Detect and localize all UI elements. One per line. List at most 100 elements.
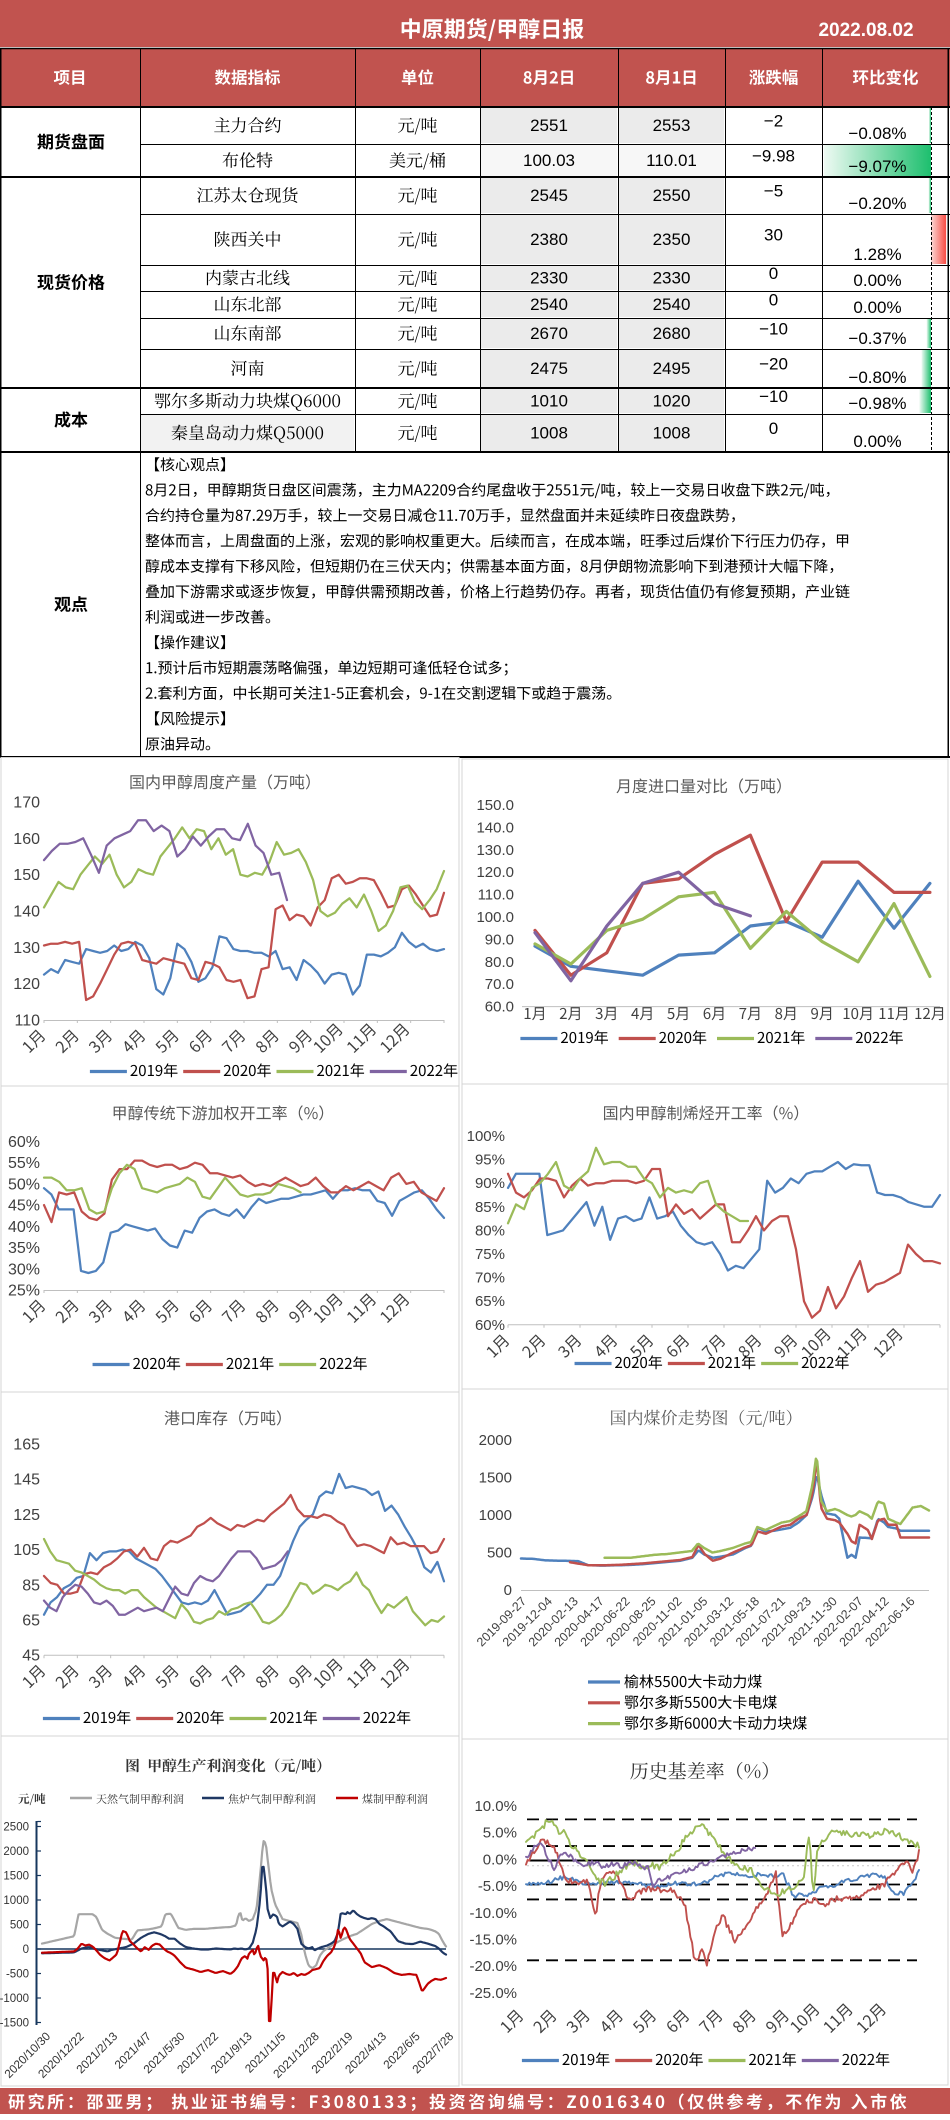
- svg-text:2500: 2500: [3, 1822, 29, 1834]
- svg-text:130: 130: [13, 940, 40, 957]
- svg-text:2680: 2680: [653, 324, 691, 343]
- svg-text:-500: -500: [6, 1969, 29, 1981]
- svg-text:125: 125: [13, 1507, 40, 1524]
- svg-text:170: 170: [13, 795, 40, 812]
- svg-text:165: 165: [13, 1437, 40, 1454]
- svg-text:-10.0%: -10.0%: [469, 1905, 517, 1922]
- svg-text:70.0: 70.0: [485, 976, 514, 993]
- svg-text:80.0: 80.0: [485, 954, 514, 971]
- svg-text:−2: −2: [764, 112, 783, 131]
- svg-text:85%: 85%: [475, 1199, 505, 1216]
- svg-text:1500: 1500: [479, 1470, 512, 1487]
- svg-text:0: 0: [769, 264, 778, 283]
- svg-text:55%: 55%: [8, 1155, 40, 1172]
- svg-text:35%: 35%: [8, 1240, 40, 1257]
- svg-text:1000: 1000: [3, 1895, 29, 1907]
- svg-text:0: 0: [769, 419, 778, 438]
- svg-text:110: 110: [14, 1012, 40, 1029]
- svg-text:105: 105: [13, 1542, 40, 1559]
- svg-text:75%: 75%: [475, 1246, 505, 1263]
- svg-text:0.00%: 0.00%: [853, 432, 901, 451]
- svg-text:2551: 2551: [530, 116, 568, 135]
- svg-text:−0.98%: −0.98%: [848, 394, 906, 413]
- svg-text:2550: 2550: [653, 186, 691, 205]
- svg-text:85: 85: [22, 1577, 40, 1594]
- svg-text:65%: 65%: [475, 1293, 505, 1310]
- svg-text:-15.0%: -15.0%: [469, 1932, 517, 1949]
- svg-text:45: 45: [22, 1648, 40, 1665]
- svg-text:30: 30: [764, 226, 783, 245]
- svg-text:100.0: 100.0: [476, 909, 514, 926]
- svg-text:−9.07%: −9.07%: [848, 157, 906, 176]
- svg-text:95%: 95%: [475, 1152, 505, 1169]
- svg-text:2330: 2330: [530, 269, 568, 288]
- svg-text:500: 500: [10, 1920, 29, 1932]
- svg-text:25%: 25%: [8, 1283, 40, 1300]
- svg-text:60%: 60%: [8, 1134, 40, 1151]
- svg-text:−10: −10: [759, 320, 788, 339]
- svg-text:2022.08.02: 2022.08.02: [818, 20, 913, 41]
- svg-text:2553: 2553: [653, 116, 691, 135]
- svg-text:160: 160: [13, 831, 40, 848]
- svg-text:120: 120: [13, 976, 40, 993]
- svg-text:2540: 2540: [653, 295, 691, 314]
- svg-text:90.0: 90.0: [485, 931, 514, 948]
- svg-text:1008: 1008: [530, 424, 568, 443]
- svg-text:2330: 2330: [653, 269, 691, 288]
- svg-text:0.00%: 0.00%: [853, 298, 901, 317]
- svg-text:2380: 2380: [530, 230, 568, 249]
- svg-text:0: 0: [504, 1582, 512, 1599]
- svg-text:2475: 2475: [530, 359, 568, 378]
- svg-text:2545: 2545: [530, 186, 568, 205]
- svg-text:40%: 40%: [8, 1219, 40, 1236]
- svg-text:−0.20%: −0.20%: [848, 194, 906, 213]
- svg-text:-1500: -1500: [0, 2018, 29, 2030]
- svg-text:−0.80%: −0.80%: [848, 368, 906, 387]
- svg-text:1000: 1000: [479, 1507, 512, 1524]
- svg-text:2000: 2000: [3, 1846, 29, 1858]
- svg-text:65: 65: [22, 1613, 40, 1630]
- svg-text:140: 140: [13, 903, 40, 920]
- svg-text:1.28%: 1.28%: [853, 245, 901, 264]
- svg-text:2495: 2495: [653, 359, 691, 378]
- svg-text:0: 0: [23, 1944, 29, 1956]
- svg-text:2540: 2540: [530, 295, 568, 314]
- svg-text:100.03: 100.03: [523, 151, 575, 170]
- svg-text:1010: 1010: [530, 392, 568, 411]
- svg-text:10.0%: 10.0%: [474, 1798, 517, 1815]
- svg-text:90%: 90%: [475, 1175, 505, 1192]
- svg-text:150.0: 150.0: [476, 797, 514, 814]
- svg-text:110.0: 110.0: [478, 887, 514, 904]
- svg-text:110.01: 110.01: [646, 151, 697, 170]
- svg-text:0.0%: 0.0%: [483, 1851, 517, 1868]
- svg-text:120.0: 120.0: [476, 864, 514, 881]
- svg-text:1500: 1500: [3, 1871, 29, 1883]
- svg-text:50%: 50%: [8, 1176, 40, 1193]
- svg-text:60.0: 60.0: [485, 999, 514, 1016]
- svg-text:500: 500: [487, 1545, 512, 1562]
- svg-text:45%: 45%: [8, 1198, 40, 1215]
- svg-text:−9.98: −9.98: [752, 147, 795, 166]
- svg-text:−0.37%: −0.37%: [848, 329, 906, 348]
- svg-text:60%: 60%: [475, 1317, 505, 1334]
- svg-text:70%: 70%: [475, 1270, 505, 1287]
- svg-text:2350: 2350: [653, 230, 691, 249]
- svg-text:-25.0%: -25.0%: [469, 1985, 517, 2002]
- svg-text:140.0: 140.0: [476, 819, 514, 836]
- svg-text:150: 150: [13, 867, 40, 884]
- svg-text:-1000: -1000: [0, 1993, 29, 2005]
- svg-text:2670: 2670: [530, 324, 568, 343]
- svg-text:80%: 80%: [475, 1222, 505, 1239]
- svg-text:145: 145: [13, 1472, 40, 1489]
- svg-text:0: 0: [769, 291, 778, 310]
- svg-text:1020: 1020: [653, 392, 691, 411]
- svg-text:-20.0%: -20.0%: [469, 1958, 517, 1975]
- svg-text:0.00%: 0.00%: [853, 271, 901, 290]
- svg-text:-5.0%: -5.0%: [478, 1878, 517, 1895]
- svg-text:−20: −20: [759, 355, 788, 374]
- svg-text:5.0%: 5.0%: [483, 1825, 517, 1842]
- svg-text:−10: −10: [759, 387, 788, 406]
- svg-text:1008: 1008: [653, 424, 691, 443]
- svg-text:100%: 100%: [467, 1128, 505, 1145]
- svg-text:−0.08%: −0.08%: [848, 124, 906, 143]
